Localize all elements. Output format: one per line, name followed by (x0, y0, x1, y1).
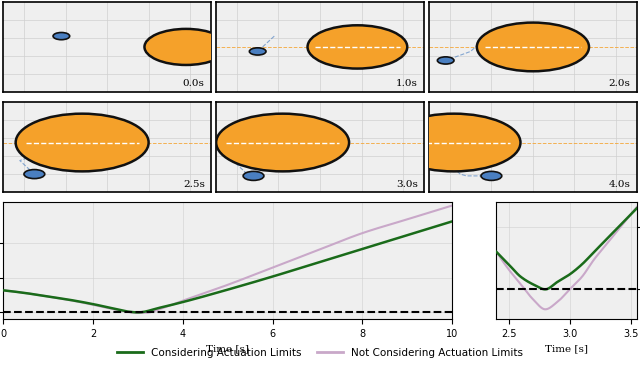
Circle shape (145, 29, 228, 65)
Circle shape (477, 23, 589, 71)
Circle shape (15, 114, 148, 171)
X-axis label: Time [s]: Time [s] (545, 345, 588, 353)
Circle shape (481, 171, 502, 181)
Text: 3.0s: 3.0s (396, 179, 418, 189)
Circle shape (24, 170, 45, 179)
X-axis label: Time [s]: Time [s] (206, 345, 249, 353)
Text: 2.0s: 2.0s (609, 79, 630, 88)
Circle shape (387, 114, 520, 171)
Text: 2.5s: 2.5s (183, 179, 205, 189)
Circle shape (250, 48, 266, 55)
Text: 4.0s: 4.0s (609, 179, 630, 189)
Circle shape (243, 171, 264, 181)
Circle shape (216, 114, 349, 171)
Text: 1.0s: 1.0s (396, 79, 418, 88)
Circle shape (308, 25, 407, 69)
Legend: Considering Actuation Limits, Not Considering Actuation Limits: Considering Actuation Limits, Not Consid… (113, 344, 527, 362)
Circle shape (53, 33, 70, 40)
Text: 0.0s: 0.0s (183, 79, 205, 88)
Circle shape (437, 57, 454, 64)
